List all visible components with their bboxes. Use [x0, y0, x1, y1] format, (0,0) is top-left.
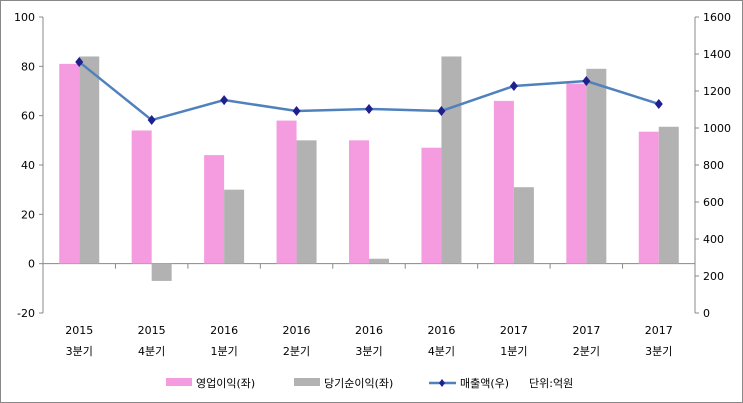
bar-operating-profit — [204, 155, 225, 264]
bar-operating-profit — [493, 100, 514, 264]
left-tick-label: 20 — [21, 208, 35, 221]
revenue-marker — [292, 105, 301, 116]
bar-operating-profit — [349, 140, 369, 264]
category-year-label: 2017 — [572, 324, 600, 337]
right-tick-label: 1600 — [703, 11, 731, 24]
revenue-marker — [654, 98, 663, 109]
category-quarter-label: 4분기 — [428, 345, 455, 358]
right-tick-label: 1200 — [703, 85, 731, 98]
legend-swatch-revenue-marker — [439, 379, 445, 387]
right-tick-label: 1400 — [703, 48, 731, 61]
category-quarter-label: 1분기 — [500, 345, 527, 358]
revenue-marker — [582, 76, 591, 87]
category-year-label: 2017 — [500, 324, 528, 337]
unit-note: 단위:억원 — [529, 377, 573, 390]
bar-net-income — [296, 140, 317, 264]
bar-operating-profit — [131, 130, 152, 264]
legend-swatch-net-income — [294, 378, 320, 386]
revenue-marker — [437, 105, 446, 116]
revenue-marker — [365, 103, 373, 114]
category-quarter-label: 1분기 — [210, 345, 237, 358]
bar-net-income — [151, 263, 172, 281]
bar-net-income — [586, 68, 607, 264]
right-tick-label: 800 — [703, 159, 724, 172]
bar-net-income — [369, 258, 389, 264]
bar-operating-profit — [421, 147, 442, 264]
category-year-label: 2016 — [427, 324, 455, 337]
right-tick-label: 200 — [703, 270, 724, 283]
legend-swatch-operating-profit — [166, 378, 192, 386]
category-year-label: 2016 — [210, 324, 238, 337]
category-quarter-label: 2분기 — [283, 345, 310, 358]
right-tick-label: 0 — [703, 307, 710, 320]
category-quarter-label: 4분기 — [138, 345, 165, 358]
category-quarter-label: 2분기 — [573, 345, 600, 358]
left-tick-label: 80 — [21, 60, 35, 73]
category-year-label: 2015 — [65, 324, 93, 337]
revenue-marker — [220, 95, 229, 106]
category-year-label: 2015 — [138, 324, 166, 337]
category-quarter-label: 3분기 — [66, 345, 93, 358]
revenue-marker — [147, 115, 156, 126]
category-year-label: 2016 — [355, 324, 383, 337]
legend-label-operating-profit: 영업이익(좌) — [196, 377, 255, 390]
bar-net-income — [658, 126, 679, 264]
category-quarter-label: 3분기 — [355, 345, 382, 358]
bar-operating-profit — [276, 120, 297, 264]
bar-net-income — [79, 56, 100, 264]
left-tick-label: 60 — [21, 110, 35, 123]
bar-operating-profit — [566, 83, 587, 264]
left-tick-label: 100 — [14, 11, 35, 24]
legend-label-revenue: 매출액(우) — [460, 377, 509, 390]
left-tick-label: 0 — [28, 258, 35, 271]
revenue-marker — [509, 81, 518, 92]
left-tick-label: -20 — [17, 307, 35, 320]
category-year-label: 2016 — [283, 324, 311, 337]
bar-operating-profit — [638, 131, 659, 264]
category-quarter-label: 3분기 — [645, 345, 672, 358]
category-year-label: 2017 — [645, 324, 673, 337]
left-tick-label: 40 — [21, 159, 35, 172]
right-tick-label: 600 — [703, 196, 724, 209]
bar-net-income — [224, 189, 245, 264]
right-tick-label: 400 — [703, 233, 724, 246]
legend-label-net-income: 당기순이익(좌) — [324, 377, 393, 390]
bar-net-income — [513, 187, 534, 264]
right-tick-label: 1000 — [703, 122, 731, 135]
bar-net-income — [441, 56, 462, 264]
bar-operating-profit — [59, 63, 80, 264]
revenue-marker — [75, 56, 84, 67]
